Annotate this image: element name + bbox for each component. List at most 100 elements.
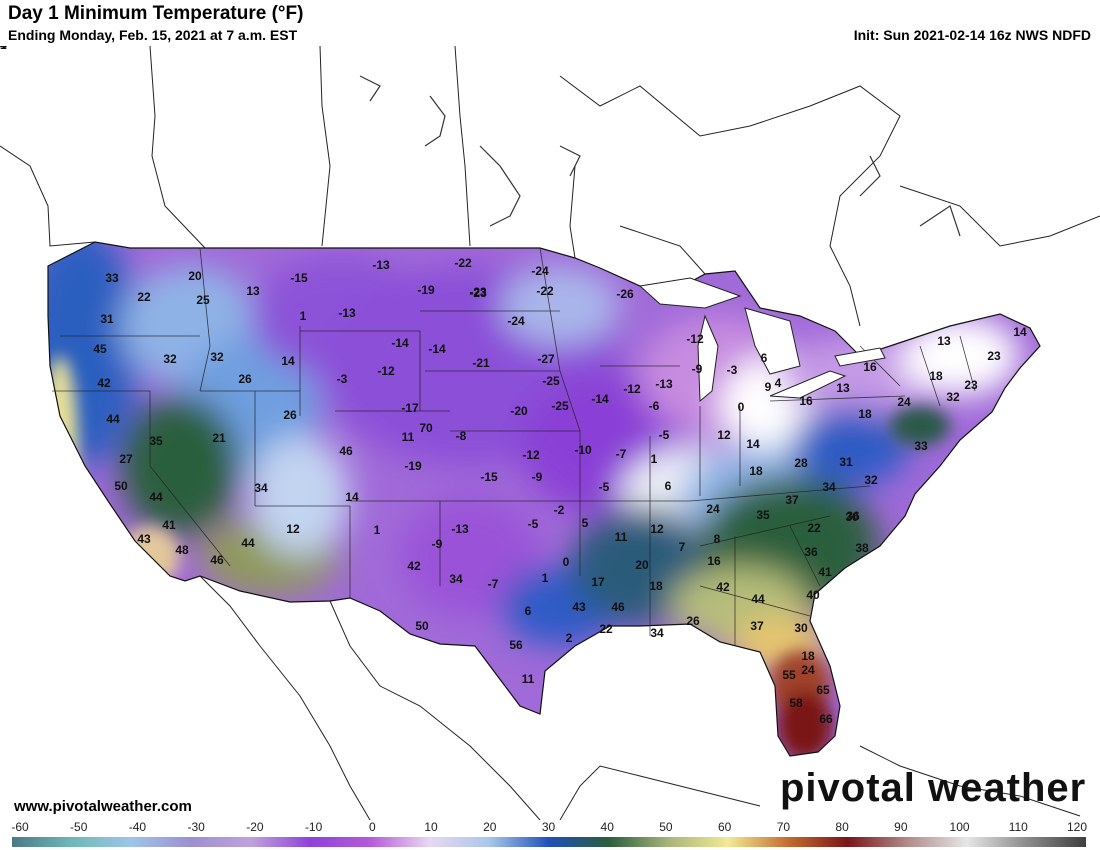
temperature-value: -12 xyxy=(522,448,540,462)
temperature-value: -24 xyxy=(531,264,549,278)
temperature-value: 1 xyxy=(374,523,381,537)
us-outline xyxy=(47,241,1041,757)
colorbar-tick: -40 xyxy=(128,820,147,834)
temperature-value: 32 xyxy=(163,352,177,366)
temperature-value: 12 xyxy=(286,522,300,536)
colorbar-tick: 40 xyxy=(600,820,614,834)
temperature-value: 18 xyxy=(858,407,872,421)
temperature-value: 33 xyxy=(105,271,119,285)
temperature-value: 35 xyxy=(149,434,163,448)
temperature-value: 18 xyxy=(649,579,663,593)
temperature-value: -22 xyxy=(454,256,472,270)
temperature-value: -12 xyxy=(623,382,641,396)
temperature-value: 25 xyxy=(196,293,210,307)
temperature-value: -24 xyxy=(507,314,525,328)
temperature-value: 65 xyxy=(816,683,830,697)
temperature-value: 6 xyxy=(665,479,672,493)
colorbar-tick: 60 xyxy=(717,820,732,834)
temperature-value: -9 xyxy=(532,470,543,484)
temperature-value: 42 xyxy=(97,376,111,390)
colorbar-tick: 80 xyxy=(835,820,849,834)
temperature-value: 32 xyxy=(946,390,960,404)
temperature-value: 6 xyxy=(761,351,768,365)
temperature-value: 28 xyxy=(794,456,808,470)
colorbar-tick: -50 xyxy=(70,820,88,834)
temperature-value: 14 xyxy=(746,437,760,451)
temperature-value: 0 xyxy=(738,400,745,414)
temperature-value: 17 xyxy=(591,575,605,589)
colorbar-tick: -10 xyxy=(304,820,323,834)
temperature-value: 7 xyxy=(679,540,686,554)
temperature-value: 1 xyxy=(300,309,307,323)
temperature-value: -13 xyxy=(338,306,356,320)
temperature-value: -7 xyxy=(488,577,499,591)
temperature-value: 50 xyxy=(114,479,128,493)
temperature-value: -10 xyxy=(574,443,592,457)
temperature-value: 66 xyxy=(819,712,833,726)
colorbar-tick: 100 xyxy=(949,820,970,834)
temperature-map: 33 20 22 25 13 -15 -13 -22 -24 -26 -22 -23 -19 -13 1 31… xyxy=(0,46,1100,820)
great-lakes xyxy=(638,277,886,403)
temperature-value: -5 xyxy=(599,480,610,494)
temperature-value: -9 xyxy=(432,537,443,551)
temperature-value: 42 xyxy=(716,580,730,594)
colorbar: -60 -50 -40 -30 -20 -10 0 10 20 30 40 50 60 70 80 90 100… xyxy=(0,820,1100,850)
temperature-value: -15 xyxy=(480,470,498,484)
temperature-value: -15 xyxy=(290,271,308,285)
header: Day 1 Minimum Temperature (°F) Ending Mo… xyxy=(0,0,1100,46)
temperature-value: 12 xyxy=(717,428,731,442)
temperature-value: -20 xyxy=(510,404,528,418)
colorbar-tick: 110 xyxy=(1008,820,1028,834)
temperature-value: 45 xyxy=(93,342,107,356)
temperature-value: -23 xyxy=(469,286,487,300)
temperature-value: 16 xyxy=(707,554,721,568)
temperature-value: -25 xyxy=(551,399,569,413)
temperature-value: 44 xyxy=(149,490,163,504)
colorbar-ticks: -60 -50 -40 -30 -20 -10 0 10 20 30 40 50 60 70 80 90 100… xyxy=(0,820,1100,834)
temperature-value: 34 xyxy=(822,480,836,494)
temperature-value: 21 xyxy=(0,46,7,52)
temperature-value: 33 xyxy=(914,439,928,453)
temperature-value: 31 xyxy=(839,455,853,469)
temperature-value: 41 xyxy=(162,518,176,532)
temperature-value: -13 xyxy=(655,377,673,391)
temperature-value: 56 xyxy=(509,638,523,652)
colorbar-tick: 90 xyxy=(894,820,908,834)
temperature-value: 44 xyxy=(751,592,765,606)
temperature-value: -19 xyxy=(417,283,435,297)
temperature-value: -17 xyxy=(401,401,419,415)
temperature-value: 2 xyxy=(566,631,573,645)
init-time: Init: Sun 2021-02-14 16z NWS NDFD xyxy=(853,27,1091,43)
temperature-value: -6 xyxy=(649,399,660,413)
temperature-value: 26 xyxy=(238,372,252,386)
temperature-value: 46 xyxy=(611,600,625,614)
colorbar-tick: -30 xyxy=(187,820,205,834)
temperature-value: 4 xyxy=(775,376,782,390)
temperature-value: -22 xyxy=(536,284,554,298)
temperature-value: 18 xyxy=(929,369,943,383)
brand-logo: pivotal weather xyxy=(780,766,1087,810)
temperature-value: 18 xyxy=(801,649,815,663)
temperature-value: 13 xyxy=(836,381,850,395)
temperature-value: 55 xyxy=(782,668,796,682)
temperature-value: 20 xyxy=(188,269,202,283)
temperature-value: -2 xyxy=(554,503,565,517)
temperature-value: -9 xyxy=(692,362,703,376)
temperature-value: 46 xyxy=(210,553,224,567)
temperature-value: 27 xyxy=(119,452,133,466)
temperature-value: 38 xyxy=(855,541,869,555)
temperature-value: 9 xyxy=(765,380,772,394)
temperature-value: 26 xyxy=(283,408,297,422)
temperature-value: 50 xyxy=(415,619,429,633)
temperature-value: 37 xyxy=(785,493,799,507)
temperature-value: 1 xyxy=(651,452,658,466)
colorbar-tick: 30 xyxy=(541,820,556,834)
website-url[interactable]: www.pivotalweather.com xyxy=(14,798,192,815)
temperature-value: 6 xyxy=(525,604,532,618)
temperature-value: -26 xyxy=(616,287,634,301)
temperature-value: 13 xyxy=(246,284,260,298)
colorbar-tick: 20 xyxy=(483,820,497,834)
colorbar-tick: -20 xyxy=(246,820,264,834)
temperature-value: -13 xyxy=(451,522,469,536)
valid-time: Ending Monday, Feb. 15, 2021 at 7 a.m. E… xyxy=(8,27,298,43)
